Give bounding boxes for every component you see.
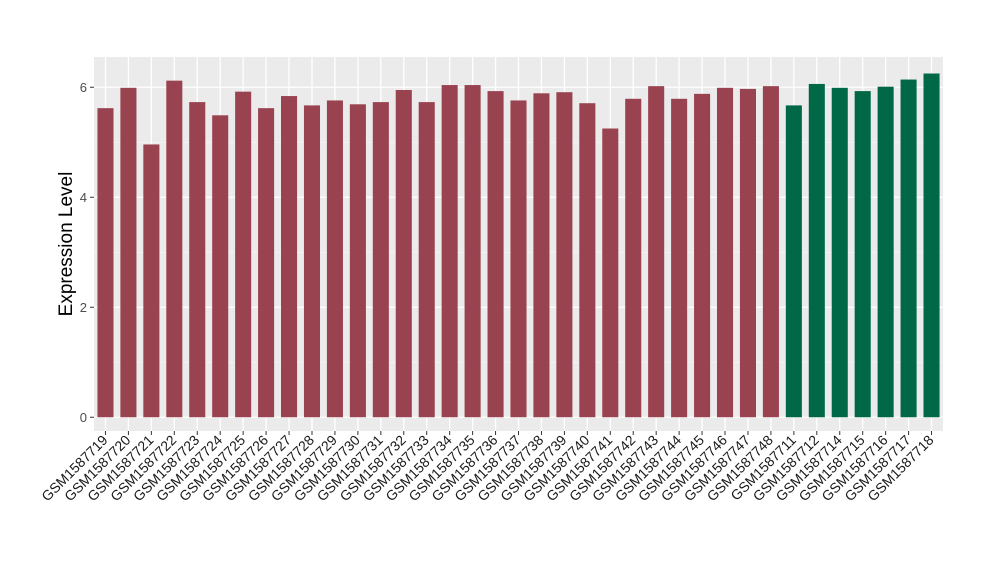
bar-GSM1587715	[854, 91, 871, 418]
bar-GSM1587724	[212, 115, 229, 418]
bar-GSM1587732	[395, 90, 412, 418]
bar-GSM1587721	[143, 144, 160, 418]
bar-GSM1587745	[694, 93, 711, 418]
bar-GSM1587735	[464, 85, 481, 418]
bar-GSM1587716	[877, 86, 894, 418]
bar-GSM1587748	[762, 86, 779, 418]
y-tick-label: 4	[80, 190, 87, 205]
bar-GSM1587731	[372, 102, 389, 418]
y-tick-label: 2	[80, 300, 87, 315]
bar-GSM1587714	[831, 87, 848, 418]
x-axis: GSM1587719GSM1587720GSM1587721GSM1587722…	[38, 431, 937, 504]
bars	[97, 73, 940, 418]
bar-GSM1587718	[923, 73, 940, 418]
bar-GSM1587734	[441, 85, 458, 418]
bar-GSM1587719	[97, 108, 114, 418]
bar-GSM1587744	[671, 98, 688, 418]
bar-GSM1587730	[349, 104, 366, 418]
bar-GSM1587746	[716, 87, 734, 418]
bar-GSM1587741	[602, 128, 619, 418]
bar-GSM1587729	[326, 100, 343, 418]
bar-GSM1587736	[487, 91, 504, 418]
bar-GSM1587717	[900, 79, 917, 418]
bar-GSM1587737	[510, 100, 527, 418]
bar-GSM1587725	[235, 91, 252, 418]
y-axis-title: Expression Level	[56, 172, 77, 317]
bar-GSM1587739	[556, 92, 573, 418]
bar-GSM1587733	[418, 102, 435, 418]
bar-GSM1587720	[120, 87, 137, 418]
y-tick-label: 6	[80, 80, 87, 95]
bar-GSM1587740	[579, 103, 596, 418]
bar-GSM1587711	[785, 105, 802, 418]
bar-GSM1587726	[258, 108, 275, 418]
y-tick-label: 0	[80, 410, 87, 425]
y-axis: 0 2 4 6	[80, 80, 94, 425]
bar-GSM1587723	[189, 102, 206, 418]
bar-GSM1587727	[281, 96, 298, 418]
bar-GSM1587728	[303, 105, 321, 418]
bar-GSM1587722	[166, 80, 183, 418]
bar-GSM1587738	[533, 93, 550, 418]
bar-GSM1587747	[739, 88, 756, 418]
bar-GSM1587712	[808, 83, 825, 418]
bar-GSM1587743	[648, 86, 665, 418]
bar-GSM1587742	[625, 98, 642, 418]
